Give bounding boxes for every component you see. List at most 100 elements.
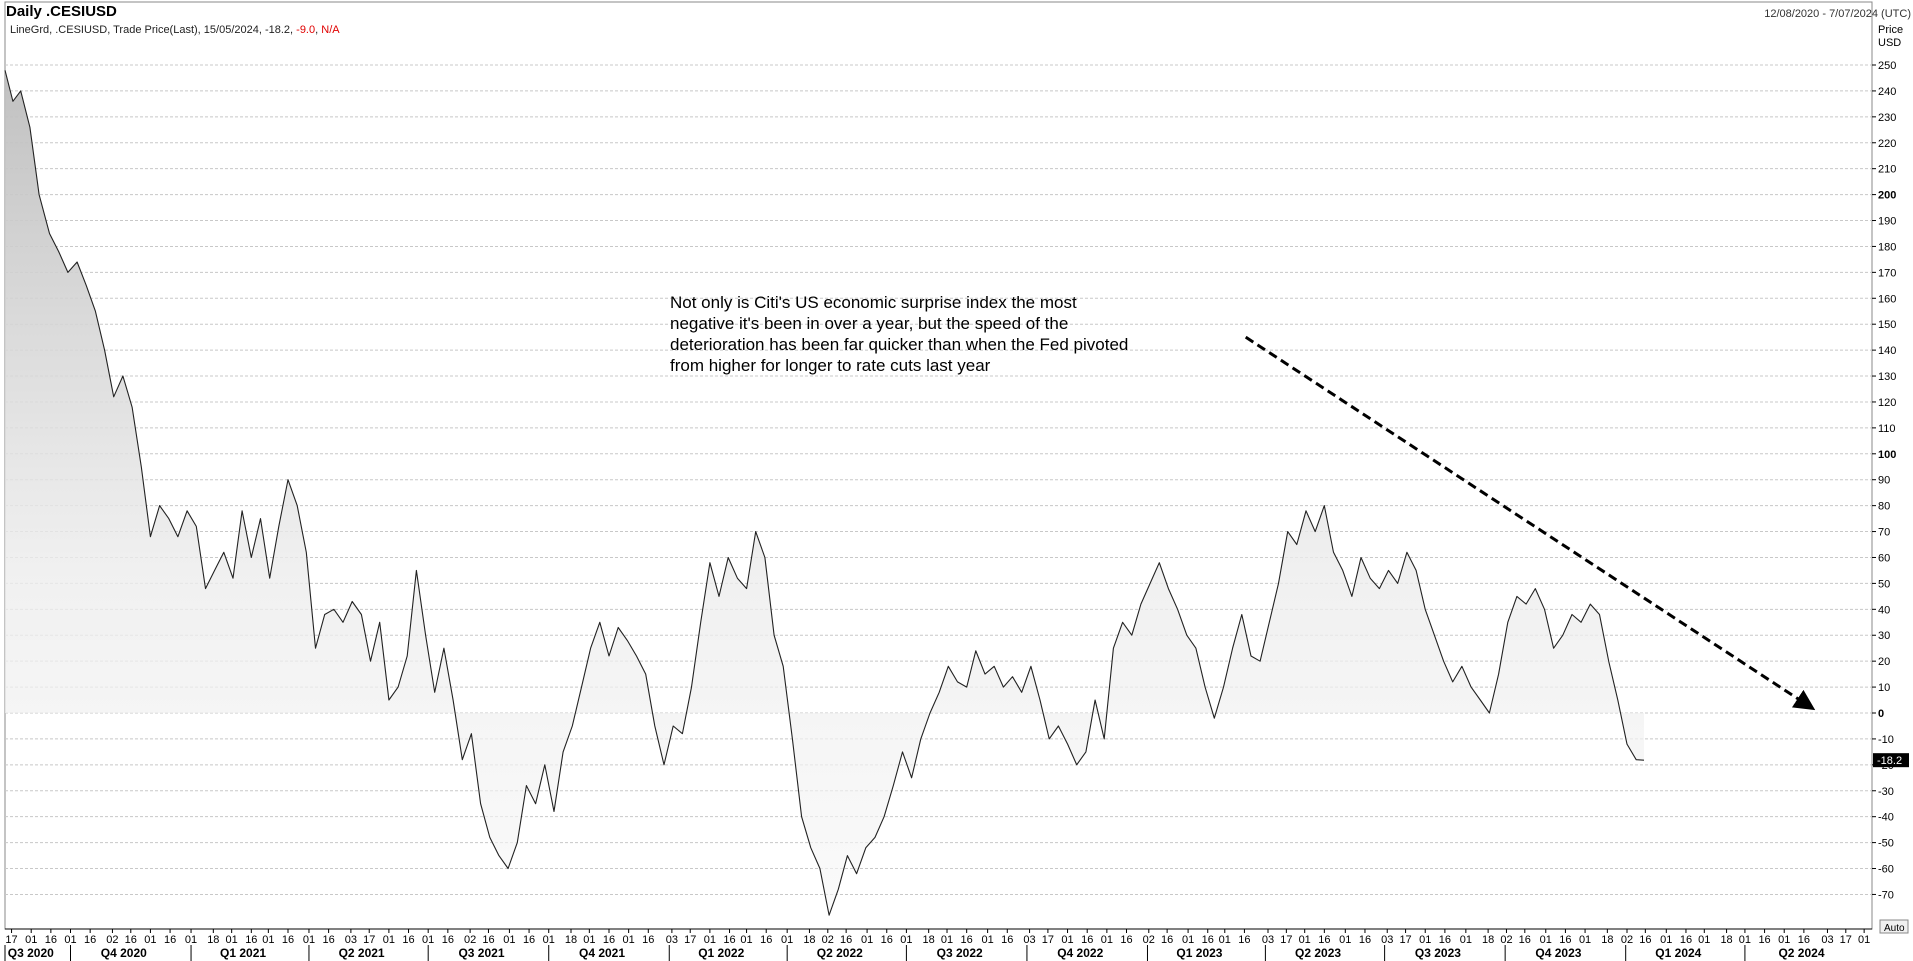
y-tick-label: 250 bbox=[1878, 60, 1896, 72]
last-value-label: -18.2 bbox=[1877, 755, 1902, 767]
y-tick-label: 220 bbox=[1878, 138, 1896, 150]
x-tick-label: 03 bbox=[1381, 934, 1393, 946]
x-tick-label: 01 bbox=[1339, 934, 1351, 946]
y-tick-label: 180 bbox=[1878, 241, 1896, 253]
y-tick-label: -70 bbox=[1878, 889, 1894, 901]
x-tick-label: 16 bbox=[1120, 934, 1132, 946]
y-tick-label: 140 bbox=[1878, 345, 1896, 357]
legend-separator: , bbox=[315, 24, 322, 36]
x-tick-label: 17 bbox=[1280, 934, 1292, 946]
x-tick-label: 01 bbox=[543, 934, 555, 946]
y-tick-label: -50 bbox=[1878, 838, 1894, 850]
x-tick-label: 01 bbox=[1698, 934, 1710, 946]
quarter-label: Q3 2023 bbox=[1415, 946, 1461, 960]
x-axis: 17 01 16 01 16 02 16 01 16 01 18 01 16 01 16 01 16 03 17 01… bbox=[4, 928, 1872, 961]
x-tick-label: 16 bbox=[1639, 934, 1651, 946]
x-tick-label: 16 bbox=[523, 934, 535, 946]
x-tick-label: 01 bbox=[1299, 934, 1311, 946]
x-tick-label: 02 bbox=[106, 934, 118, 946]
quarter-label: Q2 2024 bbox=[1778, 946, 1824, 960]
x-tick-label: 16 bbox=[642, 934, 654, 946]
x-tick-label: 16 bbox=[1758, 934, 1770, 946]
x-tick-label: 18 bbox=[1720, 934, 1732, 946]
x-tick-label: 01 bbox=[1061, 934, 1073, 946]
y-tick-label: -60 bbox=[1878, 864, 1894, 876]
x-tick-label: 17 bbox=[1042, 934, 1054, 946]
x-tick-label: 02 bbox=[1143, 934, 1155, 946]
y-tick-label: 30 bbox=[1878, 630, 1890, 642]
x-tick-label: 01 bbox=[1419, 934, 1431, 946]
quarter-label: Q1 2023 bbox=[1176, 946, 1222, 960]
y-tick-label: 160 bbox=[1878, 293, 1896, 305]
x-tick-label: 01 bbox=[383, 934, 395, 946]
x-tick-label: 16 bbox=[760, 934, 772, 946]
last-value-badge bbox=[1873, 753, 1909, 768]
y-tick-label: 240 bbox=[1878, 86, 1896, 98]
x-tick-label: 16 bbox=[322, 934, 334, 946]
quarter-label: Q2 2023 bbox=[1295, 946, 1341, 960]
y-tick-label: 80 bbox=[1878, 501, 1890, 513]
x-tick-label: 16 bbox=[723, 934, 735, 946]
x-tick-label: 16 bbox=[1161, 934, 1173, 946]
x-tick-label: 03 bbox=[1262, 934, 1274, 946]
axis-currency-label: USD bbox=[1878, 37, 1901, 49]
x-tick-label: 16 bbox=[961, 934, 973, 946]
x-tick-label: 01 bbox=[900, 934, 912, 946]
x-tick-label: 18 bbox=[923, 934, 935, 946]
y-tick-label: 200 bbox=[1878, 190, 1896, 202]
x-tick-label: 01 bbox=[226, 934, 238, 946]
x-tick-label: 01 bbox=[1778, 934, 1790, 946]
x-tick-label: 01 bbox=[941, 934, 953, 946]
x-tick-label: 01 bbox=[422, 934, 434, 946]
y-tick-label: 0 bbox=[1878, 708, 1884, 720]
x-tick-label: 01 bbox=[1182, 934, 1194, 946]
legend-line-info: LineGrd, .CESIUSD, Trade Price(Last), 15… bbox=[10, 24, 294, 36]
x-tick-label: 16 bbox=[881, 934, 893, 946]
x-tick-label: 01 bbox=[861, 934, 873, 946]
chart-title: Daily .CESIUSD bbox=[6, 3, 117, 20]
y-axis: 2502402302202102001901801701601501401301… bbox=[1872, 24, 1909, 934]
x-tick-label: 16 bbox=[482, 934, 494, 946]
x-tick-label: 18 bbox=[1601, 934, 1613, 946]
annotation-text: Not only is Citi's US economic surprise … bbox=[670, 293, 1129, 375]
y-tick-label: 70 bbox=[1878, 527, 1890, 539]
quarter-label: Q2 2022 bbox=[817, 946, 863, 960]
x-tick-label: 16 bbox=[1238, 934, 1250, 946]
x-tick-label: 01 bbox=[1219, 934, 1231, 946]
legend: LineGrd, .CESIUSD, Trade Price(Last), 15… bbox=[10, 24, 340, 36]
x-tick-label: 01 bbox=[740, 934, 752, 946]
y-tick-label: -10 bbox=[1878, 734, 1894, 746]
series-line bbox=[4, 70, 1645, 916]
legend-change: -9.0 bbox=[296, 24, 316, 36]
x-tick-label: 02 bbox=[822, 934, 834, 946]
y-tick-label: 60 bbox=[1878, 552, 1890, 564]
x-tick-label: 01 bbox=[704, 934, 716, 946]
axis-price-label: Price bbox=[1878, 24, 1903, 36]
x-tick-label: 18 bbox=[1482, 934, 1494, 946]
series-area bbox=[5, 70, 1644, 916]
y-tick-label: 130 bbox=[1878, 371, 1896, 383]
auto-button bbox=[1879, 919, 1909, 934]
x-tick-label: 16 bbox=[245, 934, 257, 946]
quarter-label: Q3 2021 bbox=[458, 946, 504, 960]
y-tick-label: 10 bbox=[1878, 682, 1890, 694]
x-tick-label: 16 bbox=[840, 934, 852, 946]
x-tick-label: 01 bbox=[1579, 934, 1591, 946]
x-tick-label: 16 bbox=[1798, 934, 1810, 946]
y-tick-label: 190 bbox=[1878, 216, 1896, 228]
x-tick-label: 01 bbox=[303, 934, 315, 946]
y-tick-label: 20 bbox=[1878, 656, 1890, 668]
x-tick-label: 01 bbox=[25, 934, 37, 946]
quarter-label: Q4 2023 bbox=[1535, 946, 1581, 960]
x-tick-label: 16 bbox=[442, 934, 454, 946]
y-tick-label: 120 bbox=[1878, 397, 1896, 409]
x-tick-label: 16 bbox=[84, 934, 96, 946]
x-tick-label: 01 bbox=[583, 934, 595, 946]
x-tick-label: 01 bbox=[1460, 934, 1472, 946]
x-tick-label: 02 bbox=[1621, 934, 1633, 946]
y-tick-label: 210 bbox=[1878, 164, 1896, 176]
x-tick-label: 16 bbox=[402, 934, 414, 946]
x-tick-label: 01 bbox=[982, 934, 994, 946]
x-tick-label: 18 bbox=[207, 934, 219, 946]
